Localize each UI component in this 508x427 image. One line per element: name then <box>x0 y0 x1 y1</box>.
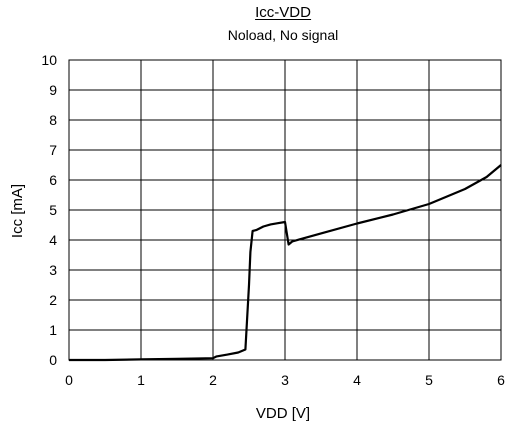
y-tick-label: 4 <box>49 232 57 248</box>
chart-title: Icc-VDD <box>255 4 311 21</box>
series-line <box>69 164 502 362</box>
y-tick-label: 10 <box>41 52 57 68</box>
x-tick-label: 0 <box>65 372 73 388</box>
y-tick-label: 2 <box>49 292 57 308</box>
x-tick-label: 3 <box>281 372 289 388</box>
y-tick-label: 8 <box>49 112 57 128</box>
x-axis-label: VDD [V] <box>256 405 310 422</box>
y-tick-label: 9 <box>49 82 57 98</box>
y-tick-label: 6 <box>49 172 57 188</box>
x-tick-label: 5 <box>425 372 433 388</box>
y-tick-label: 7 <box>49 142 57 158</box>
x-tick-label: 1 <box>137 372 145 388</box>
y-tick-label: 5 <box>49 202 57 218</box>
y-tick-label: 3 <box>49 262 57 278</box>
x-tick-label: 4 <box>353 372 361 388</box>
x-tick-label: 6 <box>497 372 505 388</box>
y-tick-label: 1 <box>49 322 57 338</box>
chart-subtitle: Noload, No signal <box>228 27 339 43</box>
plot-area: 0 1 2 3 4 5 6 0 1 2 3 4 5 6 7 8 9 10 <box>41 52 505 388</box>
x-tick-label: 2 <box>209 372 217 388</box>
y-axis-label: Icc [mA] <box>9 184 26 238</box>
y-tick-label: 0 <box>49 352 57 368</box>
